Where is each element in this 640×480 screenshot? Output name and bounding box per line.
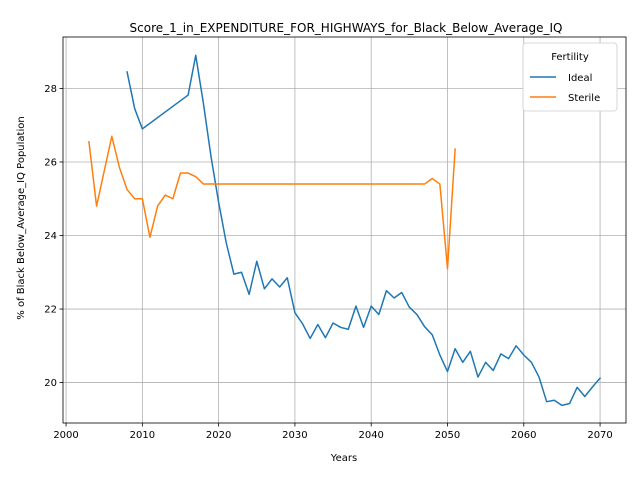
x-axis-ticks: 2000 2010 2020 2030 2040 2050 2060 2070 <box>53 423 612 441</box>
y-tick-label: 20 <box>44 378 57 389</box>
x-tick-label: 2060 <box>511 430 536 441</box>
legend-title: Fertility <box>551 52 589 63</box>
x-tick-label: 2010 <box>130 430 155 441</box>
y-tick-label: 26 <box>44 157 57 168</box>
x-tick-label: 2030 <box>282 430 307 441</box>
y-tick-label: 22 <box>44 305 57 316</box>
x-tick-label: 2040 <box>358 430 383 441</box>
x-tick-label: 2000 <box>53 430 78 441</box>
y-tick-label: 28 <box>44 84 57 95</box>
legend-label-sterile: Sterile <box>568 93 600 104</box>
series-line-sterile <box>89 136 455 268</box>
y-tick-label: 24 <box>44 231 57 242</box>
legend-label-ideal: Ideal <box>568 73 592 84</box>
y-axis-ticks: 20 22 24 26 28 <box>44 84 63 389</box>
x-axis-label: Years <box>330 453 357 464</box>
chart-title: Score_1_in_EXPENDITURE_FOR_HIGHWAYS_for_… <box>130 21 563 35</box>
x-tick-label: 2050 <box>435 430 460 441</box>
x-tick-label: 2070 <box>587 430 612 441</box>
legend: Fertility Ideal Sterile <box>523 43 617 111</box>
y-axis-label: % of Black Below_Average_IQ Population <box>16 116 27 319</box>
x-tick-label: 2020 <box>206 430 231 441</box>
